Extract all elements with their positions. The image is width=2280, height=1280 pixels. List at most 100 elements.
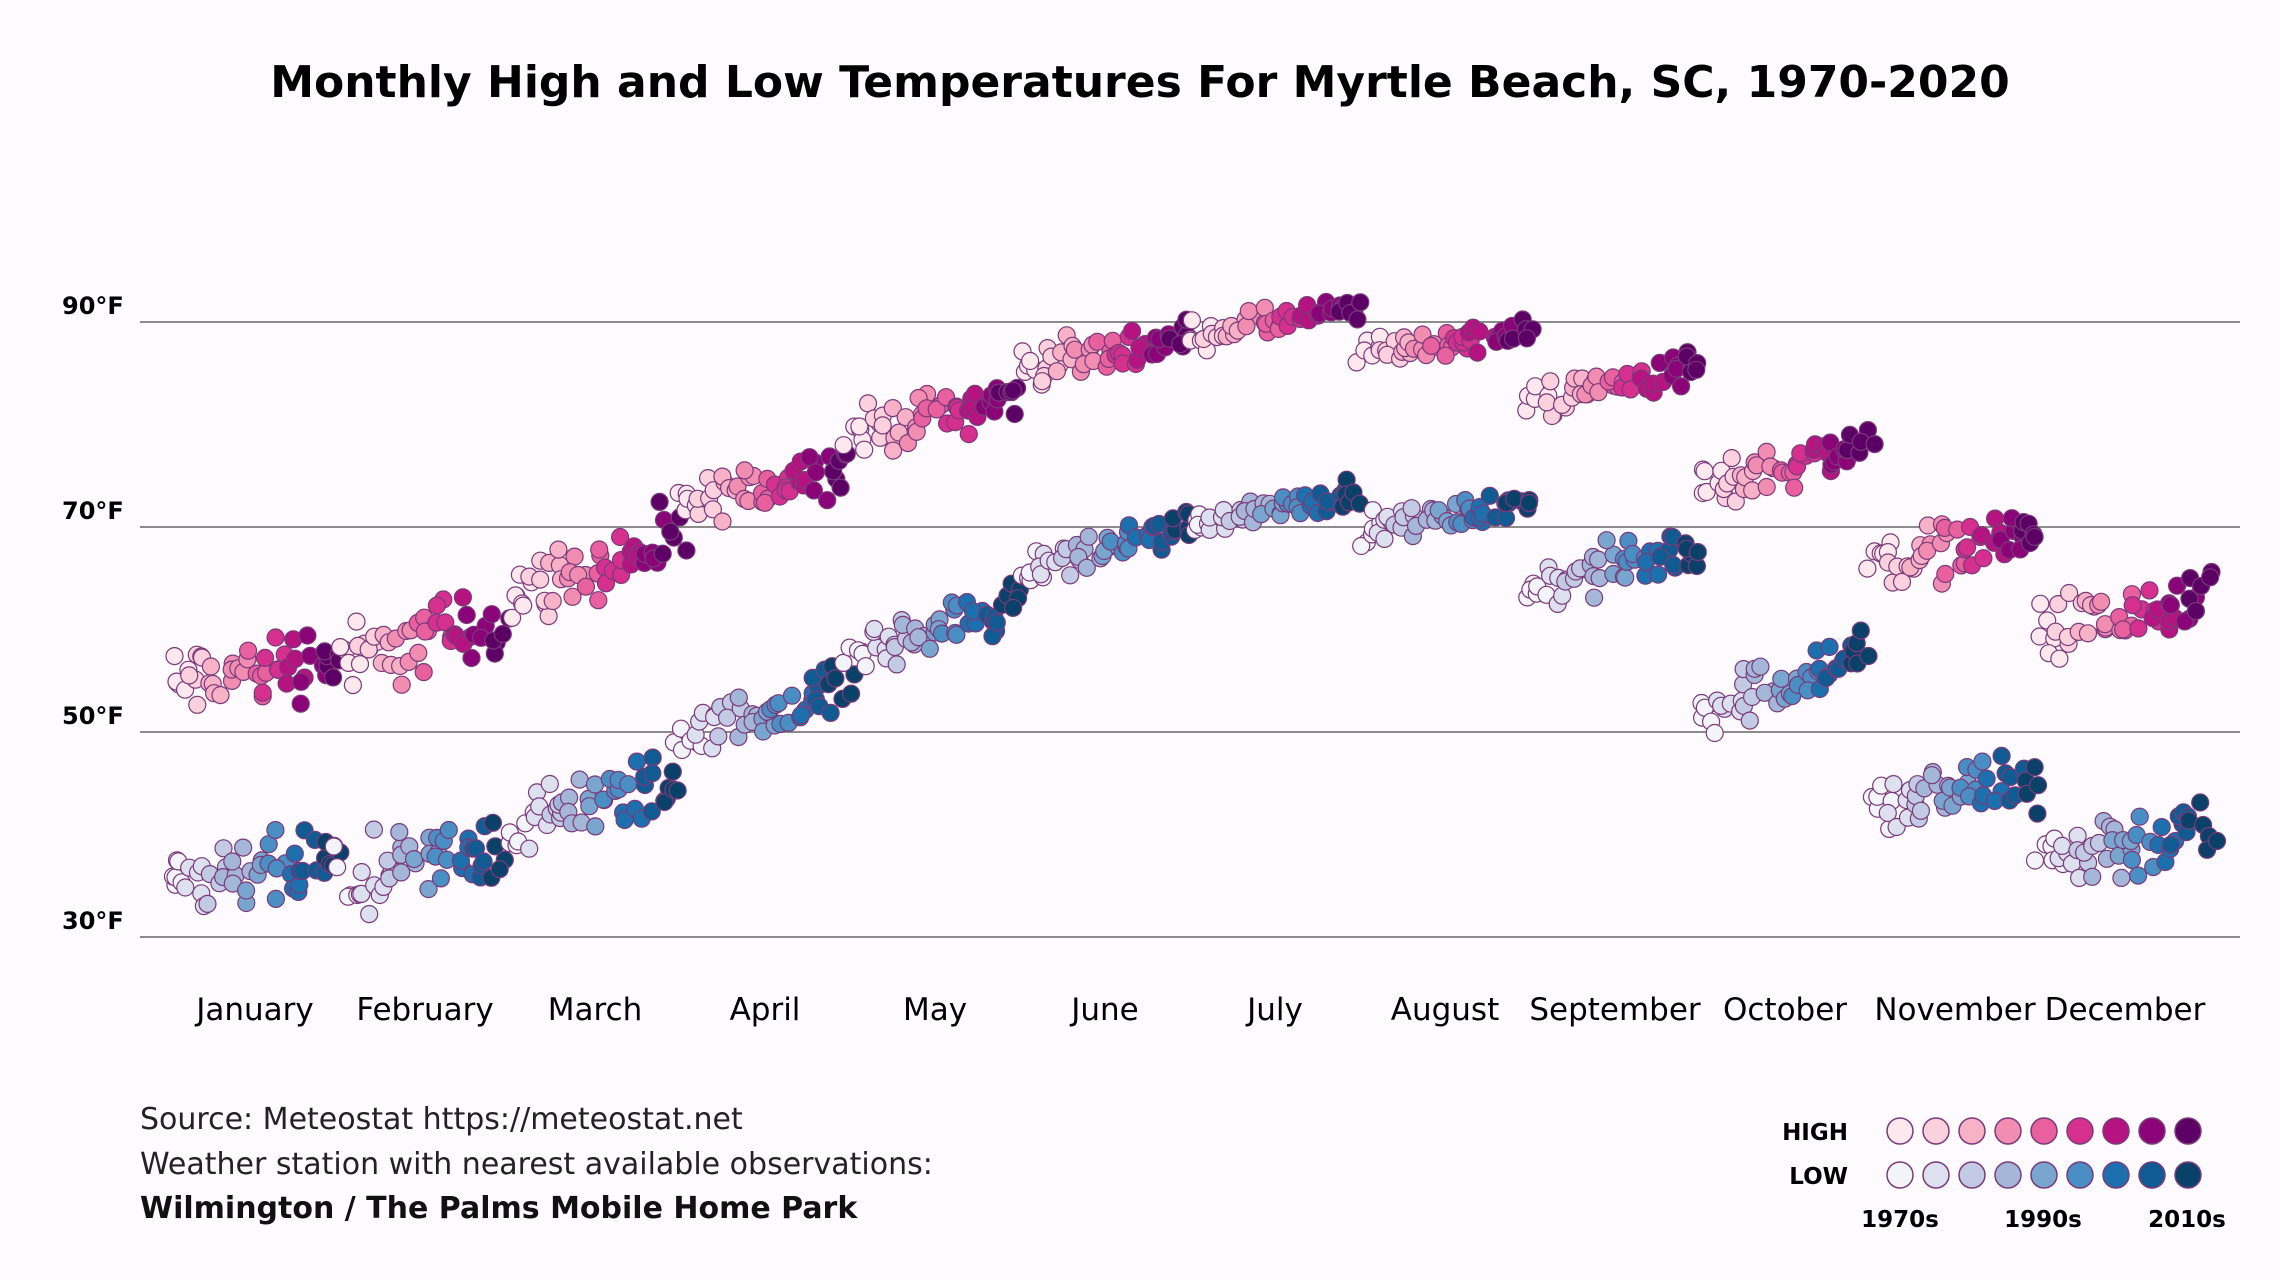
- high-temp-point: [1237, 317, 1256, 336]
- high-temp-point: [1917, 541, 1937, 560]
- high-temp-point: [2092, 592, 2111, 611]
- high-temp-point: [414, 662, 433, 682]
- high-temp-point: [2175, 612, 2194, 631]
- high-temp-point: [253, 683, 272, 702]
- high-temp-point: [677, 541, 696, 560]
- x-tick-label: October: [1723, 992, 1847, 1028]
- high-temp-point: [502, 608, 522, 627]
- low-temp-point: [474, 852, 493, 871]
- high-temp-point: [482, 605, 501, 624]
- high-temp-point: [1757, 477, 1776, 497]
- legend-high-swatch: [2030, 1117, 2058, 1145]
- low-temp-point: [1003, 598, 1023, 618]
- high-temp-point: [661, 522, 680, 541]
- legend-low-swatch: [1994, 1161, 2022, 1189]
- low-temp-point: [1079, 527, 1098, 546]
- low-temp-point: [198, 894, 217, 914]
- high-temp-point: [653, 544, 672, 563]
- high-temp-point: [1936, 564, 1955, 584]
- high-temp-point: [2113, 620, 2133, 639]
- low-temp-point: [1519, 494, 1539, 513]
- high-temp-point: [1722, 449, 1741, 468]
- low-temp-point: [2129, 866, 2148, 885]
- high-temp-point: [539, 606, 558, 626]
- legend-high-swatch: [1886, 1117, 1914, 1145]
- low-temp-point: [2161, 835, 2180, 854]
- high-temp-point: [1020, 351, 1040, 371]
- low-temp-point: [360, 904, 379, 924]
- high-temp-point: [590, 540, 609, 559]
- legend-low-label: LOW: [1789, 1164, 1848, 1190]
- low-temp-point: [1922, 766, 1942, 785]
- x-tick-label: March: [548, 992, 643, 1028]
- low-temp-point: [642, 802, 661, 821]
- low-temp-point: [826, 669, 845, 688]
- high-temp-point: [1468, 343, 1487, 362]
- low-temp-point: [856, 657, 875, 676]
- low-temp-point: [2028, 776, 2048, 795]
- low-temp-point: [1705, 723, 1724, 743]
- high-temp-point: [1687, 360, 1706, 379]
- high-temp-point: [1470, 322, 1489, 341]
- y-tick-label: 50°F: [62, 702, 124, 730]
- high-temp-point: [589, 591, 608, 610]
- legend-decade-1970s: 1970s: [1861, 1207, 1939, 1233]
- high-temp-point: [1005, 404, 1024, 424]
- low-temp-point: [2028, 804, 2047, 823]
- high-temp-point: [298, 626, 317, 645]
- high-temp-point: [1003, 381, 1023, 400]
- low-temp-point: [439, 820, 458, 840]
- high-temp-point: [806, 463, 825, 482]
- high-temp-point: [2129, 619, 2148, 638]
- high-temp-point: [266, 628, 285, 647]
- low-temp-point: [1352, 536, 1371, 556]
- x-tick-label: May: [903, 992, 967, 1028]
- high-temp-point: [1122, 321, 1142, 341]
- low-temp-point: [431, 869, 450, 888]
- legend-low-swatch: [1886, 1161, 1914, 1189]
- low-temp-point: [176, 878, 195, 897]
- high-temp-point: [350, 654, 370, 674]
- low-temp-point: [1851, 621, 1870, 640]
- high-temp-point: [735, 461, 754, 480]
- high-temp-point: [256, 648, 275, 668]
- high-temp-point: [834, 436, 853, 455]
- low-temp-point: [782, 686, 802, 705]
- high-temp-point: [804, 481, 824, 500]
- low-temp-point: [1077, 558, 1096, 577]
- low-temp-point: [668, 781, 687, 800]
- low-temp-point: [709, 727, 728, 746]
- low-temp-point: [586, 817, 605, 836]
- high-temp-point: [883, 441, 903, 460]
- high-temp-point: [1436, 346, 1455, 365]
- low-temp-point: [1859, 646, 1878, 666]
- low-temp-point: [234, 838, 253, 857]
- high-temp-point: [1865, 435, 1884, 454]
- high-temp-point: [703, 500, 723, 519]
- high-temp-point: [457, 605, 476, 625]
- low-temp-point: [2083, 867, 2102, 886]
- x-tick-label: December: [2045, 992, 2206, 1028]
- chart-title: Monthly High and Low Temperatures For My…: [270, 57, 2010, 108]
- high-temp-point: [211, 685, 230, 705]
- low-temp-point: [627, 752, 647, 771]
- low-temp-point: [865, 619, 884, 639]
- low-temp-point: [490, 860, 509, 879]
- low-temp-point: [1664, 555, 1683, 575]
- x-tick-label: June: [1069, 992, 1139, 1028]
- high-temp-point: [2060, 583, 2079, 603]
- legend-decade-2010s: 2010s: [2148, 1207, 2226, 1233]
- legend-high-swatch: [1958, 1117, 1986, 1145]
- low-temp-point: [1884, 774, 1903, 794]
- y-tick-label: 30°F: [62, 907, 124, 935]
- low-temp-point: [2053, 836, 2072, 856]
- high-temp-point: [180, 666, 199, 685]
- high-temp-point: [291, 694, 310, 713]
- high-temp-point: [493, 624, 512, 644]
- x-tick-label: July: [1245, 992, 1303, 1028]
- high-temp-point: [1537, 393, 1556, 412]
- x-tick-label: November: [1874, 992, 2036, 1028]
- low-temp-point: [285, 844, 304, 863]
- low-temp-point: [1992, 746, 2011, 766]
- low-temp-point: [909, 628, 928, 647]
